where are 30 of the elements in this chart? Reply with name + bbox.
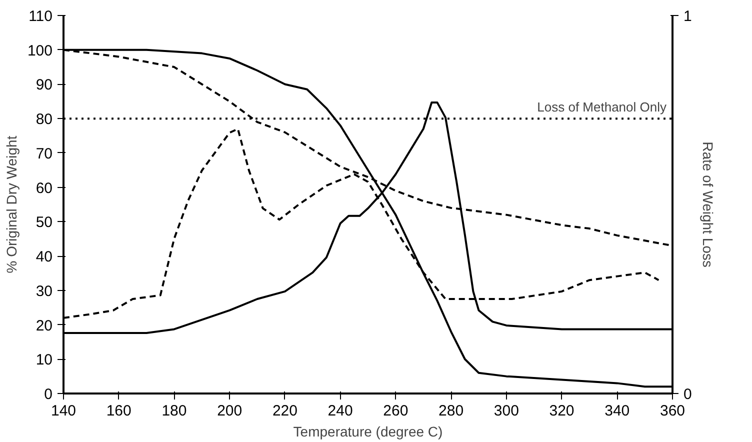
y-tick-label: 90 [36, 76, 53, 94]
y-tick-label: 60 [36, 180, 53, 197]
x-tick-label: 300 [494, 402, 519, 420]
x-tick-label: 260 [383, 402, 408, 420]
y-tick-label: 70 [36, 145, 53, 162]
y-tick-label: 110 [28, 8, 53, 25]
x-axis-title: Temperature (degree C) [293, 424, 443, 440]
y-axis-title: % Original Dry Weight [3, 136, 20, 274]
y-tick-label: 80 [36, 111, 53, 128]
x-tick-label: 240 [328, 402, 353, 420]
x-tick-label: 160 [106, 402, 132, 420]
y-tick-label: 10 [36, 352, 53, 369]
y-tick-label: 0 [44, 386, 52, 403]
x-tick-label: 360 [660, 402, 686, 420]
y2-tick-label: 1 [684, 8, 692, 25]
y2-axis-title: Rate of Weight Loss [700, 142, 716, 268]
y-tick-label: 100 [27, 42, 53, 60]
x-tick-label: 140 [50, 402, 76, 420]
x-tick-label: 220 [272, 402, 298, 420]
ref-line-label: Loss of Methanol Only [537, 100, 667, 115]
x-tick-label: 200 [217, 402, 242, 420]
y-tick-label: 20 [36, 317, 53, 334]
y-tick-label: 30 [36, 282, 53, 300]
x-tick-label: 280 [438, 402, 464, 420]
x-tick-label: 180 [162, 402, 187, 420]
x-tick-label: 320 [549, 402, 574, 420]
y-tick-label: 40 [36, 248, 53, 266]
x-tick-label: 340 [604, 402, 630, 420]
y-tick-label: 50 [36, 214, 53, 232]
y2-tick-label: 0 [684, 386, 692, 403]
